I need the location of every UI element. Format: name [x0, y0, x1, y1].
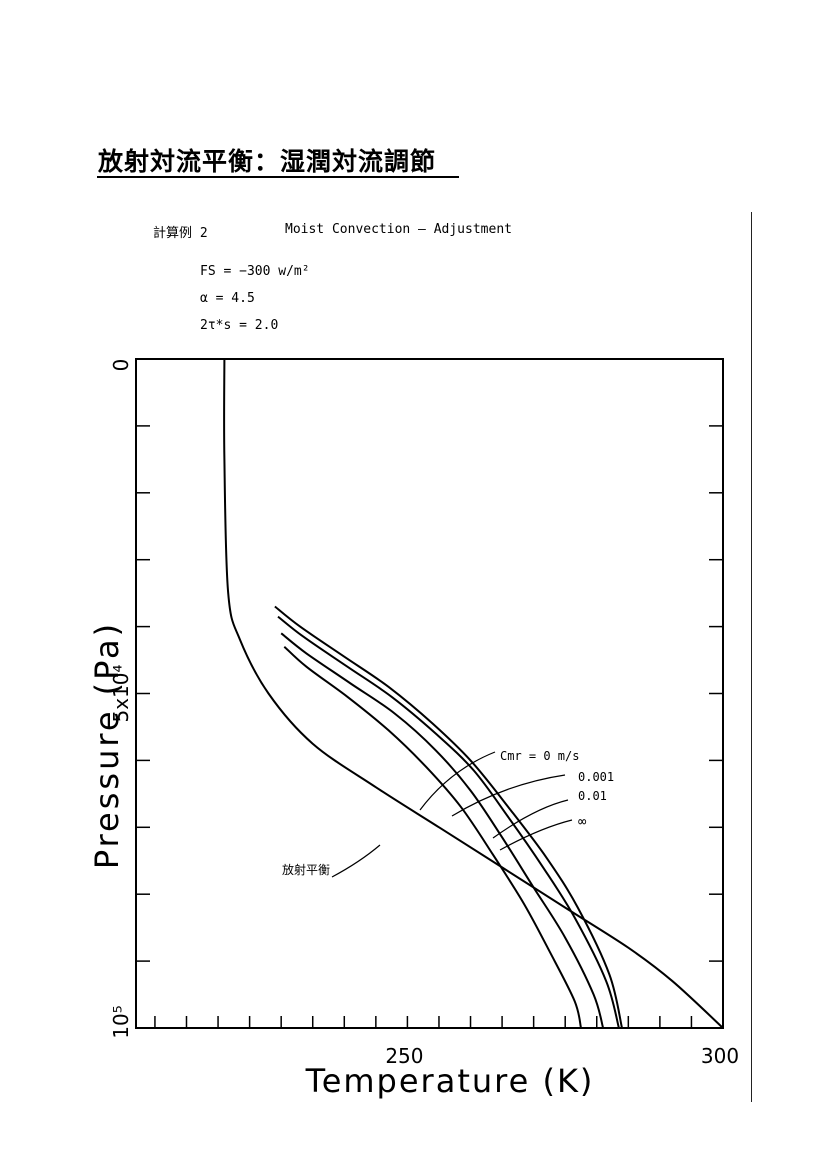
- leader-0.001: [451, 774, 566, 817]
- leader-radiative: [331, 844, 381, 878]
- series-line-2: [277, 615, 620, 1029]
- legend-label-0.01: 0.01: [578, 789, 607, 803]
- legend-cmr-label: Cmr = 0 m/s: [500, 749, 579, 763]
- leader-inf: [499, 819, 573, 851]
- y-tick-label: 10⁵: [109, 1005, 133, 1038]
- leader-cmr-0: [419, 751, 496, 811]
- x-axis-label: Temperature (K): [305, 1062, 595, 1100]
- series-line-0: [223, 358, 724, 1029]
- calc-example-title: Moist Convection — Adjustment: [285, 222, 512, 237]
- legend-label-0.001: 0.001: [578, 770, 614, 784]
- param-fs: FS = −300 w/m²: [200, 264, 310, 279]
- y-tick-label: 5x10⁴: [109, 664, 133, 722]
- x-tick-label: 250: [385, 1044, 423, 1068]
- leader-0.01: [492, 799, 569, 839]
- page-edge-line: [751, 212, 752, 1102]
- legend-label-inf: ∞: [578, 814, 587, 830]
- y-axis-label: Pressure (Pa): [88, 621, 126, 869]
- calc-example-label: 計算例 2: [153, 226, 208, 241]
- series-line-3: [280, 632, 605, 1029]
- param-alpha: α = 4.5: [200, 291, 255, 306]
- series-line-4: [283, 645, 582, 1029]
- page-title: 放射対流平衡：湿潤対流調節: [98, 147, 437, 176]
- y-tick-label: 0: [109, 359, 133, 372]
- x-tick-label: 300: [701, 1044, 739, 1068]
- radiative-equilibrium-label: 放射平衡: [282, 862, 330, 877]
- series-line-1: [274, 605, 623, 1029]
- title-underline: [97, 176, 459, 178]
- param-tau: 2τ*s = 2.0: [200, 318, 279, 333]
